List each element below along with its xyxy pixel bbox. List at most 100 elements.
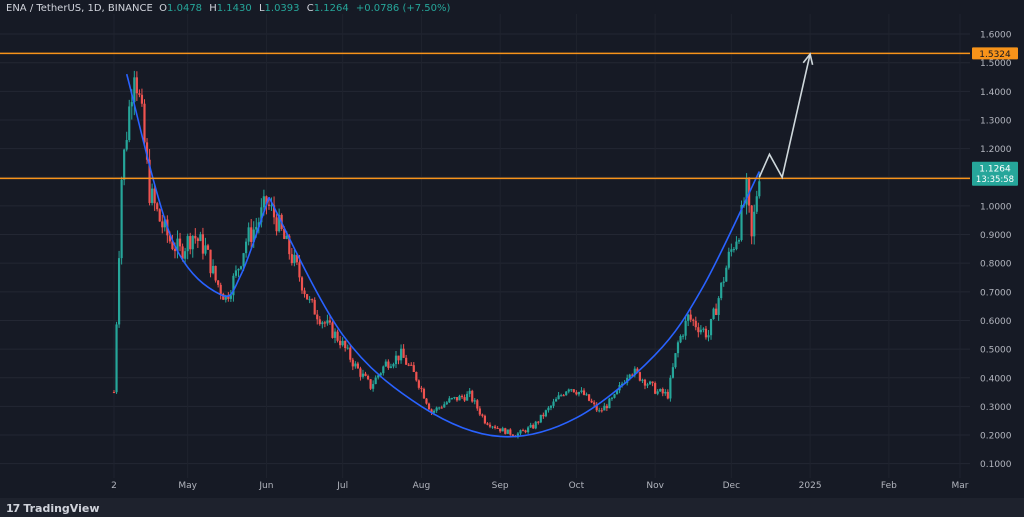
candle-body [151, 188, 154, 203]
candle-body [753, 211, 756, 237]
candle-body [407, 364, 410, 366]
candle-body [366, 375, 370, 380]
candle-body [323, 322, 326, 324]
candle-body [209, 249, 212, 274]
candle-body [468, 390, 471, 394]
cup-curve-line [268, 171, 761, 438]
candle-body [377, 375, 380, 378]
candle-body [270, 205, 273, 207]
candle-body [341, 340, 344, 346]
candle-body [674, 353, 677, 368]
projection-line [758, 53, 811, 180]
candle-body [544, 410, 547, 417]
candle-body [707, 335, 710, 338]
candle-body [247, 227, 250, 242]
candle-body [229, 295, 232, 299]
candle-body [217, 280, 220, 285]
price-axis[interactable]: 0.1000 0.2000 0.3000 0.4000 0.5000 0.6000 0.70… [980, 31, 1012, 471]
candle-body [730, 249, 733, 252]
candle-body [125, 140, 128, 150]
candlestick-series [112, 70, 761, 439]
candle-body [255, 226, 258, 230]
y-tick-label: 0.8000 [980, 260, 1012, 270]
candle-body [577, 391, 581, 395]
candle-body [313, 299, 316, 315]
candle-body [199, 234, 202, 241]
y-tick-label: 0.1000 [980, 460, 1012, 470]
candle-body [196, 238, 199, 241]
candle-body [440, 407, 443, 409]
candle-body [191, 235, 194, 250]
candle-body [214, 265, 217, 281]
candle-body [499, 428, 502, 432]
y-tick-label: 0.3000 [980, 403, 1012, 413]
candle-body [156, 203, 159, 210]
projection-arrowhead [802, 52, 814, 65]
candle-body [128, 106, 131, 141]
candle-body [316, 314, 319, 320]
tradingview-logo[interactable]: 17 TradingView [6, 502, 100, 515]
candle-body [262, 196, 265, 208]
horizontal-levels[interactable] [0, 52, 970, 180]
candle-body [232, 275, 235, 296]
candle-body [379, 373, 382, 376]
candle-body [534, 421, 537, 429]
candle-body [285, 235, 288, 239]
candle-body [402, 348, 405, 358]
x-tick-label: Feb [881, 481, 897, 491]
x-tick-label: 2025 [799, 481, 822, 491]
candle-body [117, 258, 121, 325]
candle-body [666, 391, 669, 399]
candle-body [491, 426, 494, 428]
candle-body [654, 383, 657, 394]
low-label: L [258, 3, 265, 14]
candle-body [143, 103, 146, 143]
candle-body [671, 367, 675, 378]
candle-body [450, 398, 453, 400]
candle-body [648, 381, 652, 385]
candle-body [374, 377, 377, 385]
candle-body [697, 327, 700, 333]
candle-body [189, 236, 192, 250]
candle-body [427, 403, 431, 410]
candle-body [661, 389, 664, 394]
close-value: 1.1264 [313, 3, 349, 14]
time-axis[interactable]: 2 May Jun Jul Aug Sep Oct Nov Dec 2025 Feb Mar [111, 481, 969, 491]
candle-body [702, 328, 705, 330]
candle-body [298, 262, 301, 278]
candle-body [557, 395, 560, 400]
candle-body [178, 238, 182, 247]
candle-body [443, 404, 446, 408]
candle-body [206, 245, 210, 250]
candle-body [466, 393, 469, 401]
candle-body [676, 342, 680, 354]
symbol-info: ENA / TetherUS, 1D, BINANCE [6, 3, 153, 14]
candle-body [737, 240, 741, 242]
candle-body [471, 390, 474, 402]
candle-body [496, 427, 499, 429]
candle-body [308, 299, 311, 301]
candle-body [392, 364, 395, 367]
candle-body [394, 355, 398, 365]
candle-body [524, 430, 527, 433]
candle-body [621, 383, 624, 386]
candle-body [565, 391, 568, 396]
candle-body [290, 254, 293, 264]
candle-body [521, 430, 525, 432]
candle-body [112, 392, 116, 394]
y-tick-label: 1.6000 [980, 31, 1012, 41]
candle-body [364, 373, 367, 376]
candle-body [493, 426, 497, 428]
candle-body [140, 94, 144, 104]
level-tag-label: 1.5324 [979, 50, 1011, 60]
candle-body [222, 293, 225, 300]
candle-body [237, 268, 240, 271]
candle-body [575, 392, 578, 395]
candle-body [549, 405, 553, 408]
tradingview-name: TradingView [23, 502, 100, 515]
candle-body [227, 295, 230, 299]
candle-body [361, 373, 365, 377]
candle-body [758, 181, 761, 197]
